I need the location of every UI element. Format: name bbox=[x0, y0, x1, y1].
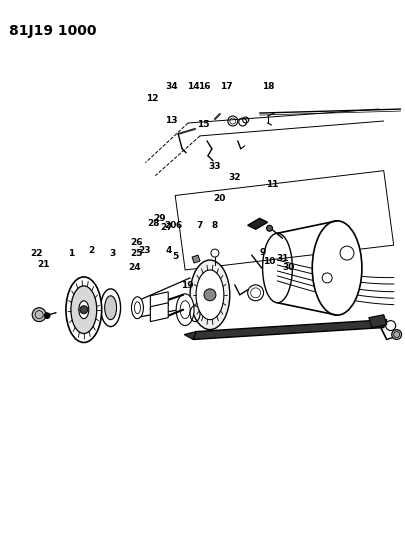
Text: 15: 15 bbox=[196, 120, 209, 129]
Text: 20: 20 bbox=[164, 221, 177, 230]
Text: 19: 19 bbox=[181, 281, 194, 290]
Polygon shape bbox=[368, 314, 386, 328]
Text: 31: 31 bbox=[276, 254, 288, 263]
Ellipse shape bbox=[196, 270, 223, 320]
Polygon shape bbox=[150, 303, 168, 321]
Ellipse shape bbox=[79, 301, 89, 319]
Ellipse shape bbox=[71, 286, 96, 334]
Polygon shape bbox=[193, 320, 386, 340]
Polygon shape bbox=[247, 219, 267, 229]
Ellipse shape bbox=[311, 221, 361, 315]
Ellipse shape bbox=[131, 297, 143, 319]
Text: 3: 3 bbox=[109, 249, 115, 259]
Circle shape bbox=[266, 225, 272, 231]
Text: 18: 18 bbox=[261, 82, 274, 91]
Text: 6: 6 bbox=[175, 221, 181, 230]
Text: 27: 27 bbox=[160, 223, 173, 232]
Text: 22: 22 bbox=[30, 249, 43, 259]
Ellipse shape bbox=[104, 296, 116, 320]
Circle shape bbox=[80, 306, 87, 314]
Circle shape bbox=[203, 289, 215, 301]
Text: 12: 12 bbox=[146, 94, 158, 103]
Text: 21: 21 bbox=[37, 260, 50, 269]
Text: 2: 2 bbox=[87, 246, 94, 255]
Polygon shape bbox=[184, 332, 196, 340]
Polygon shape bbox=[150, 292, 168, 310]
Text: 11: 11 bbox=[265, 180, 278, 189]
Circle shape bbox=[32, 308, 46, 321]
Text: 32: 32 bbox=[228, 173, 240, 182]
Text: 17: 17 bbox=[220, 82, 232, 91]
Polygon shape bbox=[192, 255, 200, 263]
Text: 14: 14 bbox=[187, 82, 199, 91]
Text: 24: 24 bbox=[128, 263, 141, 272]
Text: 33: 33 bbox=[208, 163, 221, 172]
Text: 5: 5 bbox=[172, 253, 178, 262]
Text: 28: 28 bbox=[147, 219, 160, 228]
Text: 1: 1 bbox=[68, 249, 74, 259]
Text: 30: 30 bbox=[281, 263, 294, 272]
Ellipse shape bbox=[100, 289, 120, 327]
Ellipse shape bbox=[190, 260, 229, 329]
Text: 4: 4 bbox=[166, 246, 172, 255]
Text: 81J19 1000: 81J19 1000 bbox=[9, 23, 97, 38]
Circle shape bbox=[44, 313, 50, 319]
Ellipse shape bbox=[176, 294, 194, 326]
Text: 13: 13 bbox=[165, 116, 177, 125]
Text: 8: 8 bbox=[211, 221, 217, 230]
Text: 7: 7 bbox=[196, 221, 202, 230]
Circle shape bbox=[391, 329, 401, 340]
Text: 10: 10 bbox=[262, 257, 274, 266]
Text: 25: 25 bbox=[130, 249, 143, 259]
Text: 26: 26 bbox=[130, 238, 143, 247]
Text: 16: 16 bbox=[198, 82, 210, 91]
Text: 20: 20 bbox=[212, 194, 225, 203]
Ellipse shape bbox=[66, 277, 101, 343]
Text: 29: 29 bbox=[153, 214, 165, 223]
Text: 9: 9 bbox=[259, 248, 265, 257]
Text: 34: 34 bbox=[165, 82, 177, 91]
Text: 23: 23 bbox=[138, 246, 150, 255]
